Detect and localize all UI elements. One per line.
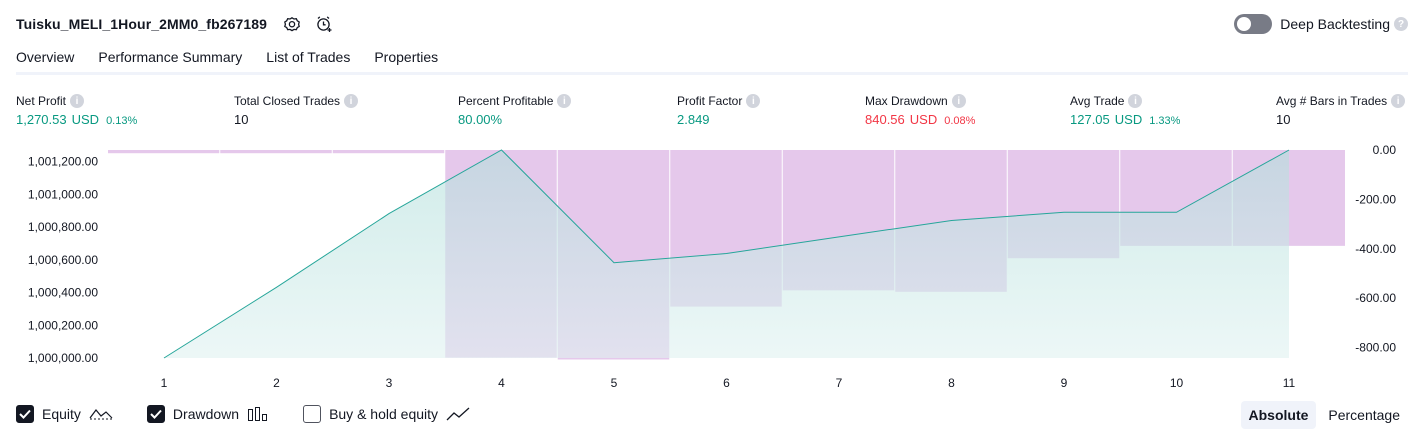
toggle-knob (1237, 17, 1252, 31)
info-icon[interactable]: i (746, 94, 761, 108)
metric-label: Total Closed Trades (234, 94, 341, 108)
left-tick-label: 1,000,400.00 (28, 286, 98, 300)
left-tick-label: 1,001,000.00 (28, 187, 98, 201)
equity-checkbox[interactable] (16, 405, 34, 423)
drawdown-bars-icon (247, 406, 269, 422)
metric-percent: 0.13% (106, 115, 138, 127)
metric-label: Avg # Bars in Trades (1276, 94, 1388, 108)
tab-properties[interactable]: Properties (374, 49, 439, 65)
right-tick-label: -400.00 (1355, 242, 1396, 256)
legend-drawdown-label: Drawdown (172, 406, 240, 422)
metric-label: Max Drawdown (865, 94, 948, 108)
legend-equity[interactable]: Equity (16, 405, 113, 423)
legend-buy-hold[interactable]: Buy & hold equity (303, 405, 470, 423)
metric-total-closed-trades: Total Closed Trades i 10 (234, 93, 359, 127)
strategy-title: Tuisku_MELI_1Hour_2MM0_fb267189 (16, 16, 268, 32)
x-tick-label: 8 (948, 376, 955, 390)
metric-value: 2.849 (677, 112, 710, 127)
metric-percent: 1.33% (1149, 115, 1181, 127)
tabs-divider (16, 72, 1408, 75)
metric-max-drawdown: Max Drawdown i 840.56 USD 0.08% (865, 93, 975, 127)
equity-drawdown-chart[interactable]: 1,001,200.00 1,001,000.00 1,000,800.00 1,00… (0, 140, 1424, 396)
metric-value: 1,270.53 (16, 112, 67, 127)
info-icon[interactable]: i (1128, 94, 1143, 108)
x-tick-label: 4 (498, 376, 505, 390)
equity-line (163, 149, 1290, 359)
x-tick-label: 3 (386, 376, 393, 390)
right-tick-label: -800.00 (1355, 341, 1396, 355)
absolute-button[interactable]: Absolute (1240, 401, 1317, 429)
help-icon[interactable]: ? (1394, 17, 1408, 31)
right-tick-label: -200.00 (1355, 192, 1396, 206)
add-alert-icon[interactable] (313, 13, 335, 35)
metric-unit: USD (1114, 112, 1143, 127)
buy-hold-checkbox[interactable] (303, 405, 322, 423)
tab-performance-summary[interactable]: Performance Summary (98, 49, 243, 65)
summary-metrics: Net Profit i 1,270.53 USD 0.13% Total Clo… (0, 93, 1424, 133)
left-tick-label: 1,001,200.00 (28, 155, 98, 169)
info-icon[interactable]: i (557, 94, 572, 108)
x-tick-label: 9 (1061, 376, 1068, 390)
metric-profit-factor: Profit Factor i 2.849 (677, 93, 761, 127)
x-axis-labels: 1 2 3 4 5 6 7 8 9 10 11 (161, 376, 1296, 390)
metric-value: 10 (234, 112, 249, 127)
metric-value: 80.00% (458, 112, 503, 127)
strategy-header: Tuisku_MELI_1Hour_2MM0_fb267189 (16, 13, 335, 35)
deep-backtesting-label: Deep Backtesting (1280, 16, 1390, 32)
left-tick-label: 1,000,600.00 (28, 253, 98, 267)
x-tick-label: 10 (1170, 376, 1184, 390)
x-tick-label: 2 (273, 376, 280, 390)
chart-legend: Equity Drawdown Buy & hold equity (16, 403, 504, 425)
metric-label: Percent Profitable (458, 94, 554, 108)
metric-label: Net Profit (16, 94, 67, 108)
legend-drawdown[interactable]: Drawdown (146, 405, 269, 423)
deep-backtesting-toggle[interactable] (1234, 14, 1273, 34)
tab-overview[interactable]: Overview (16, 45, 75, 75)
left-tick-label: 1,000,800.00 (28, 220, 98, 234)
x-tick-label: 7 (836, 376, 843, 390)
right-axis-labels: 0.00 -200.00 -400.00 -600.00 -800.00 (1355, 143, 1396, 355)
left-tick-label: 1,000,000.00 (28, 351, 98, 365)
right-tick-label: 0.00 (1373, 143, 1397, 157)
metric-net-profit: Net Profit i 1,270.53 USD 0.13% (16, 93, 137, 127)
value-mode-switch: Absolute Percentage (1237, 401, 1409, 429)
metric-avg-trade: Avg Trade i 127.05 USD 1.33% (1070, 93, 1180, 127)
metric-value: 127.05 (1070, 112, 1110, 127)
metric-unit: USD (71, 112, 100, 127)
settings-gear-icon[interactable] (281, 13, 303, 35)
metric-label: Avg Trade (1070, 94, 1125, 108)
metric-value: 10 (1276, 112, 1291, 127)
buy-hold-line-icon (446, 406, 470, 422)
legend-equity-label: Equity (42, 406, 81, 422)
info-icon[interactable]: i (70, 94, 85, 108)
left-tick-label: 1,000,200.00 (28, 318, 98, 332)
x-tick-label: 6 (723, 376, 730, 390)
equity-area (163, 149, 1290, 359)
percentage-button[interactable]: Percentage (1328, 407, 1400, 423)
metric-avg-bars-in-trades: Avg # Bars in Trades i 10 (1276, 93, 1406, 127)
right-tick-label: -600.00 (1355, 291, 1396, 305)
metric-percent-profitable: Percent Profitable i 80.00% (458, 93, 572, 127)
drawdown-checkbox[interactable] (146, 405, 165, 423)
x-tick-label: 11 (1283, 376, 1296, 390)
metric-label: Profit Factor (677, 94, 743, 108)
info-icon[interactable]: i (951, 94, 966, 108)
metric-value: 840.56 (865, 112, 905, 127)
metric-unit: USD (909, 112, 938, 127)
left-axis-labels: 1,001,200.00 1,001,000.00 1,000,800.00 1,00… (28, 155, 98, 365)
equity-line-icon (89, 406, 113, 422)
info-icon[interactable]: i (344, 94, 359, 108)
drawdown-bar (332, 150, 445, 154)
metric-percent: 0.08% (944, 115, 976, 127)
deep-backtesting: Deep Backtesting ? (1234, 13, 1408, 35)
drawdown-bar (220, 150, 332, 154)
report-tabs: Overview Performance Summary List of Tra… (16, 45, 462, 75)
legend-buy-hold-label: Buy & hold equity (329, 406, 439, 422)
info-icon[interactable]: i (1391, 94, 1406, 108)
x-tick-label: 1 (161, 376, 168, 390)
tab-list-of-trades[interactable]: List of Trades (266, 49, 351, 65)
x-tick-label: 5 (611, 376, 618, 390)
drawdown-bar (108, 150, 220, 154)
